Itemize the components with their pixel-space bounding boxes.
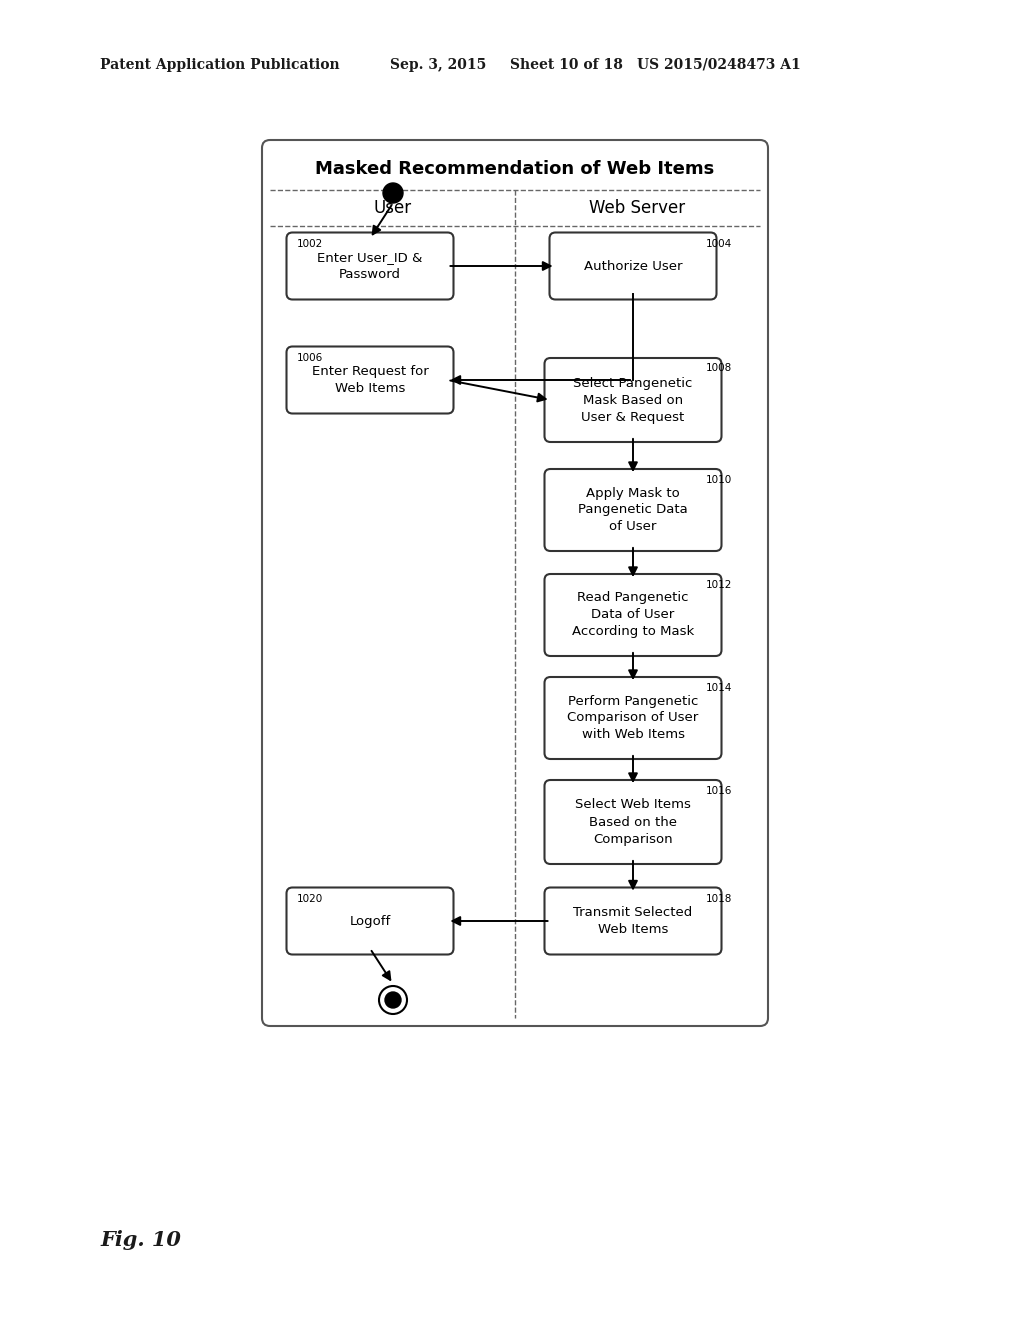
Text: 1008: 1008: [706, 363, 732, 374]
Text: Sep. 3, 2015: Sep. 3, 2015: [390, 58, 486, 73]
FancyBboxPatch shape: [545, 469, 722, 550]
FancyBboxPatch shape: [287, 887, 454, 954]
Text: User: User: [374, 199, 412, 216]
Text: Enter User_ID &
Password: Enter User_ID & Password: [317, 251, 423, 281]
Text: Apply Mask to
Pangenetic Data
of User: Apply Mask to Pangenetic Data of User: [579, 487, 688, 533]
Text: Enter Request for
Web Items: Enter Request for Web Items: [311, 366, 428, 395]
Text: 1018: 1018: [706, 894, 732, 904]
Text: 1012: 1012: [706, 579, 732, 590]
Text: 1016: 1016: [706, 785, 732, 796]
FancyBboxPatch shape: [545, 358, 722, 442]
Text: US 2015/0248473 A1: US 2015/0248473 A1: [637, 58, 801, 73]
FancyBboxPatch shape: [287, 346, 454, 413]
Text: Select Pangenetic
Mask Based on
User & Request: Select Pangenetic Mask Based on User & R…: [573, 376, 692, 424]
FancyBboxPatch shape: [550, 232, 717, 300]
Circle shape: [385, 993, 401, 1008]
Text: 1014: 1014: [706, 682, 732, 693]
FancyBboxPatch shape: [545, 780, 722, 865]
FancyBboxPatch shape: [545, 677, 722, 759]
Text: Perform Pangenetic
Comparison of User
with Web Items: Perform Pangenetic Comparison of User wi…: [567, 694, 698, 742]
Text: 1020: 1020: [297, 894, 324, 904]
Circle shape: [379, 986, 407, 1014]
FancyBboxPatch shape: [545, 574, 722, 656]
Text: Logoff: Logoff: [349, 915, 390, 928]
Text: Select Web Items
Based on the
Comparison: Select Web Items Based on the Comparison: [575, 799, 691, 846]
Text: Transmit Selected
Web Items: Transmit Selected Web Items: [573, 906, 692, 936]
Text: 1004: 1004: [706, 239, 732, 249]
Text: Patent Application Publication: Patent Application Publication: [100, 58, 340, 73]
FancyBboxPatch shape: [262, 140, 768, 1026]
Text: 1006: 1006: [297, 352, 324, 363]
FancyBboxPatch shape: [545, 887, 722, 954]
Text: Read Pangenetic
Data of User
According to Mask: Read Pangenetic Data of User According t…: [571, 591, 694, 639]
Text: Masked Recommendation of Web Items: Masked Recommendation of Web Items: [315, 160, 715, 178]
Circle shape: [383, 183, 403, 203]
Text: Fig. 10: Fig. 10: [100, 1230, 181, 1250]
Text: Web Server: Web Server: [590, 199, 685, 216]
Text: Sheet 10 of 18: Sheet 10 of 18: [510, 58, 623, 73]
Text: 1010: 1010: [706, 475, 732, 484]
FancyBboxPatch shape: [287, 232, 454, 300]
Text: Authorize User: Authorize User: [584, 260, 682, 272]
Text: 1002: 1002: [297, 239, 324, 249]
